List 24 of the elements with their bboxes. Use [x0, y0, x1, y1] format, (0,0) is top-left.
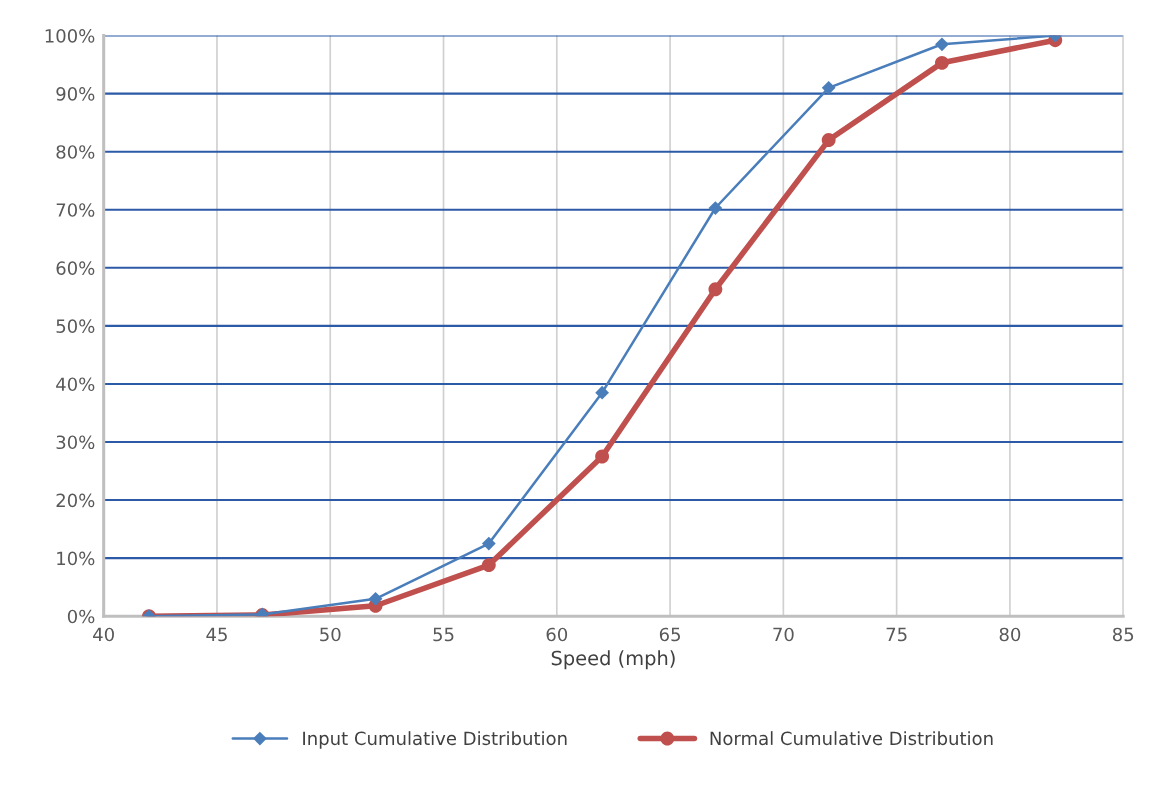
- y-tick-label: 80%: [56, 145, 95, 159]
- y-tick-label: 90%: [56, 87, 95, 101]
- y-tick-label: 10%: [57, 551, 95, 566]
- legend-label: Input Cumulative Distribution: [303, 731, 567, 749]
- y-tick-label: 0%: [67, 609, 95, 624]
- y-tick-label: 70%: [56, 203, 95, 217]
- y-tick-label: 60%: [56, 261, 95, 275]
- x-tick-label: 55: [433, 627, 454, 642]
- y-tick-label: 20%: [56, 493, 95, 508]
- x-tick-label: 65: [659, 627, 680, 642]
- y-tick-label: 40%: [56, 377, 95, 392]
- x-tick-label: 85: [1112, 627, 1134, 642]
- y-tick-label: 100%: [45, 29, 95, 43]
- x-tick-label: 50: [320, 627, 341, 642]
- x-tick-label: 45: [206, 627, 227, 642]
- legend-label: Normal Cumulative Distribution: [710, 731, 993, 746]
- x-tick-label: 70: [773, 627, 794, 642]
- x-tick-label: 80: [999, 627, 1021, 642]
- x-tick-label: 40: [93, 627, 114, 642]
- x-axis-title: Speed (mph): [551, 650, 675, 670]
- x-tick-label: 75: [886, 627, 907, 642]
- y-tick-label: 50%: [56, 319, 95, 333]
- y-tick-label: 30%: [56, 435, 95, 450]
- x-tick-label: 60: [546, 627, 568, 642]
